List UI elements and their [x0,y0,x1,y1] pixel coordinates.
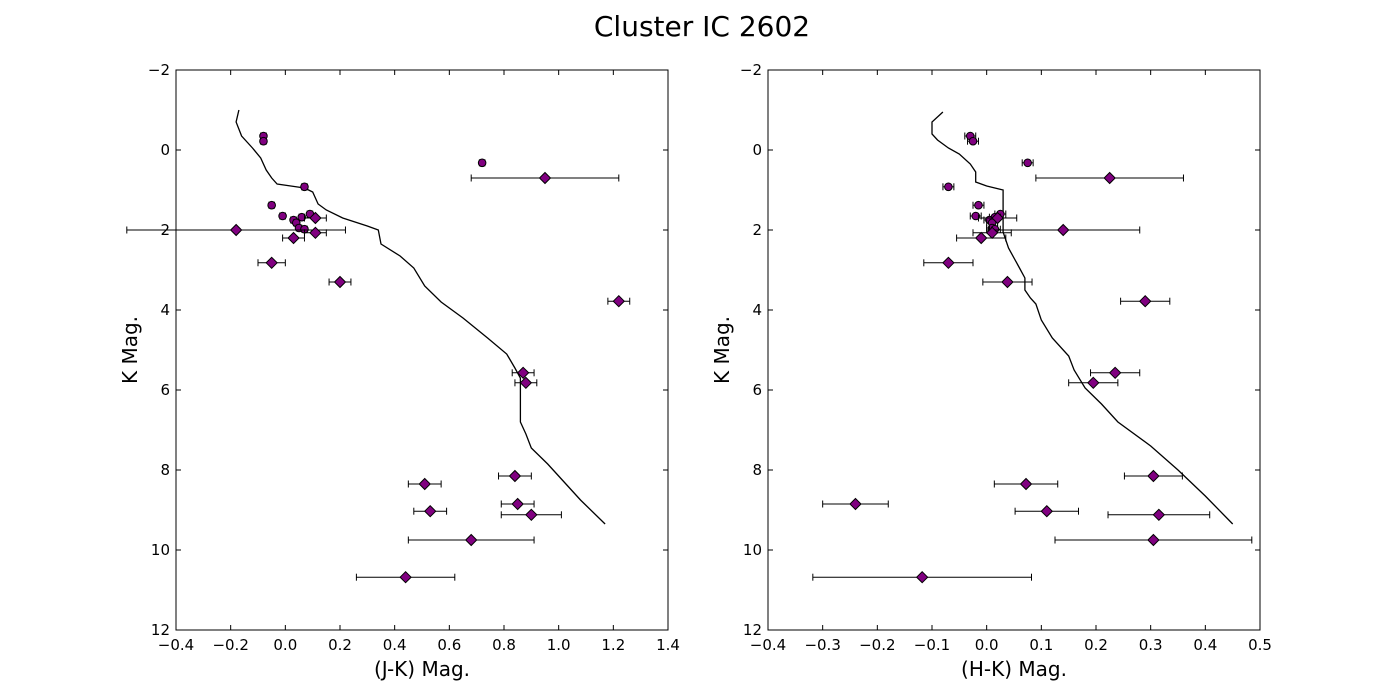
x-tick-label: −0.2 [212,636,248,654]
x-tick-label: 1.4 [656,636,680,654]
x-tick-label: −0.3 [804,636,840,654]
circle-point [297,212,307,222]
diamond-point [309,211,322,225]
y-tick-label: 6 [752,381,762,399]
x-tick-label: 0.2 [1084,636,1108,654]
isochrone-line [235,109,606,525]
diamond-point [991,211,1004,225]
x-tick-label: −0.1 [914,636,950,654]
diamond-point [265,256,278,270]
diamond-point [1001,275,1014,289]
y-tick-label: 8 [160,461,170,479]
diamond-point [1108,366,1122,380]
figure-title: Cluster IC 2602 [594,10,810,43]
diamond-point [423,504,437,518]
diamond-point [1138,294,1152,308]
diamond-point [849,497,862,511]
y-tick-label: 10 [743,541,762,559]
diamond-point [464,533,478,547]
x-tick-label: 0.3 [1139,636,1163,654]
circle-point [300,182,309,192]
x-axis-label: (H-K) Mag. [961,657,1067,681]
diamond-point [418,477,431,491]
x-tick-label: 1.0 [547,636,571,654]
diamond-point [525,508,538,522]
x-tick-label: −0.4 [158,636,194,654]
y-tick-label: 6 [160,381,170,399]
x-tick-label: 0.4 [383,636,407,654]
x-axis-label: (J-K) Mag. [374,657,470,681]
circle-point [278,211,287,221]
diamond-point [511,497,524,511]
y-tick-label: −2 [740,61,762,79]
x-tick-label: 1.2 [601,636,625,654]
x-tick-label: 0.1 [1029,636,1053,654]
x-tick-label: 0.2 [328,636,352,654]
diamond-point [333,275,347,289]
diamond-point [1056,223,1070,237]
y-tick-label: 2 [752,221,762,239]
y-tick-label: 12 [743,621,762,639]
diamond-point [915,570,929,584]
circle-point [974,200,983,210]
diamond-point [942,256,955,270]
panel-jk: (J-K) Mag. K Mag. −0.4 −0.2 0.0 0.2 0.4 0.6 0.… [118,61,680,681]
x-tick-label: 0.5 [1248,636,1272,654]
diamond-point [1147,469,1160,483]
x-tick-label: −0.4 [750,636,786,654]
y-tick-label: 4 [752,301,762,319]
x-tick-label: 0.0 [273,636,297,654]
y-tick-label: 0 [160,141,170,159]
y-tick-label: 10 [151,541,170,559]
x-tick-label: 0.0 [975,636,999,654]
diamond-point [974,231,988,245]
diamond-point [538,171,552,185]
diamond-point [309,226,322,240]
plot-frame [175,69,669,631]
y-axis-label: K Mag. [118,316,142,384]
diamond-point [508,469,522,483]
diamond-point [399,570,412,584]
diamond-point [612,294,626,308]
diamond-point [519,376,533,390]
diamond-point [1019,477,1033,491]
x-tick-label: 0.4 [1193,636,1217,654]
diamond-point [1147,533,1160,547]
y-tick-label: 8 [752,461,762,479]
circle-point [971,211,981,221]
diamond-point [1087,376,1100,390]
y-tick-label: 0 [752,141,762,159]
circle-point [477,158,487,168]
diamond-point [1040,504,1054,518]
diamond-point [1152,508,1166,522]
diamond-point [287,231,300,245]
circle-point [1023,158,1032,168]
diamond-point [1103,171,1116,185]
x-tick-label: 0.6 [437,636,461,654]
y-axis-label: K Mag. [710,316,734,384]
x-tick-label: −0.2 [859,636,895,654]
y-tick-label: 4 [160,301,170,319]
isochrone-line [931,111,1234,525]
y-tick-label: −2 [148,61,170,79]
y-tick-label: 12 [151,621,170,639]
panel-hk: (H-K) Mag. K Mag. −0.4 −0.3 −0.2 −0.1 0.0 0.1… [710,61,1272,681]
plot-frame [767,69,1261,631]
circle-point [968,136,978,146]
x-tick-label: 0.8 [492,636,516,654]
diamond-point [229,223,243,237]
circle-point [259,136,268,146]
circle-point [944,182,953,192]
circle-point [267,200,276,210]
diamond-point [516,366,530,380]
